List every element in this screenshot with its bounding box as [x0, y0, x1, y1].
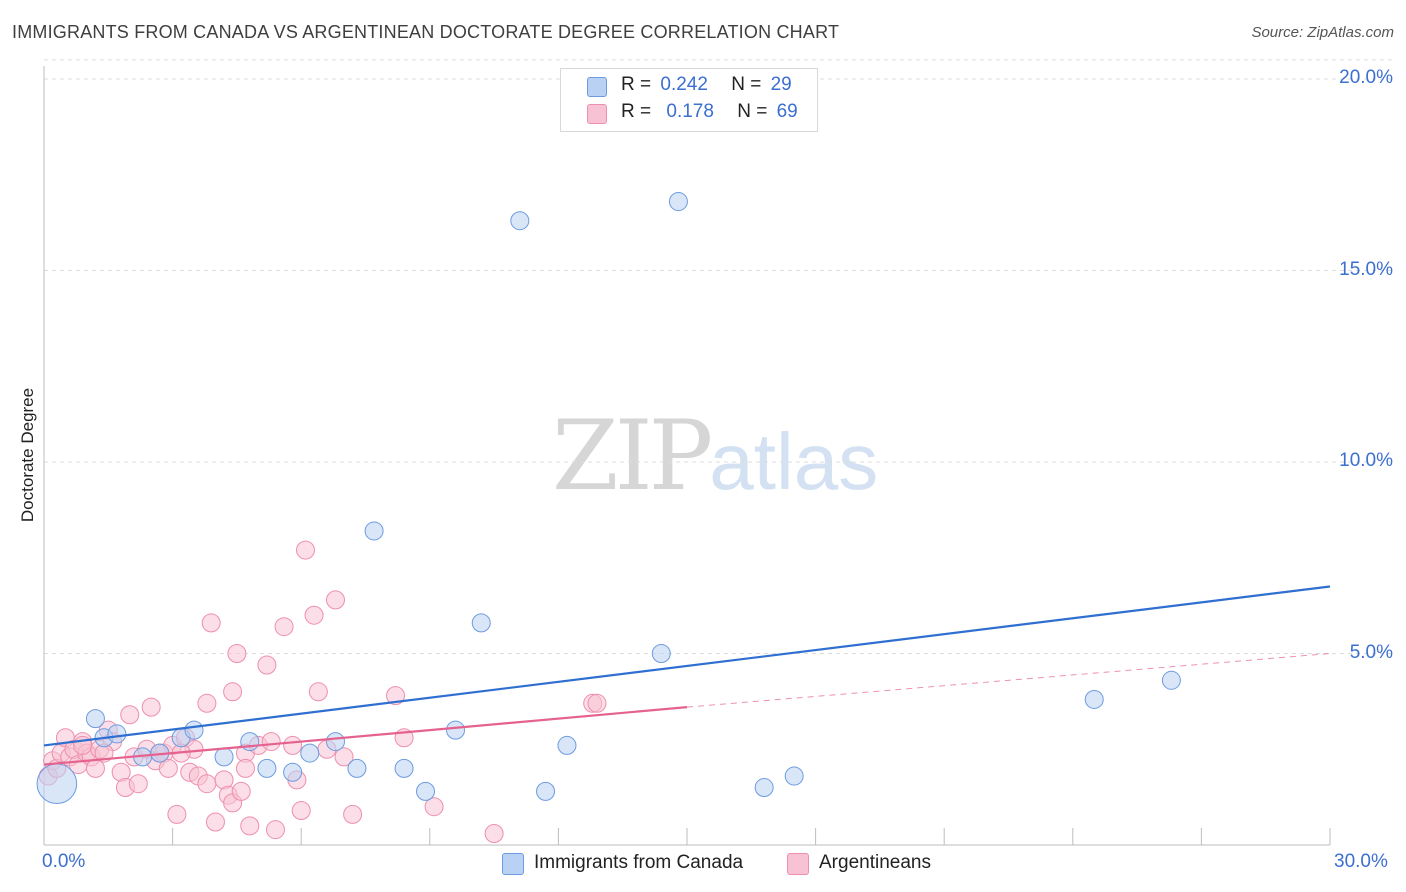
canada-point — [784, 766, 804, 786]
canada-point — [257, 758, 277, 778]
canada-point — [300, 743, 320, 763]
argentineans-point — [484, 824, 504, 844]
trend-line-argentineans — [43, 706, 688, 766]
r-value-canada: 0.242 — [660, 74, 708, 95]
argentineans-point — [231, 781, 251, 801]
argentineans-point — [334, 747, 354, 767]
argentineans-point — [257, 655, 277, 675]
argentineans-point — [304, 605, 324, 625]
canada-point — [416, 781, 436, 801]
y-tick-label: 20.0% — [1339, 67, 1393, 88]
argentineans-point — [386, 686, 406, 706]
correlation-legend: R = 0.242 N = 29 R = 0.178 N = 69 — [560, 68, 818, 132]
series-legend: Immigrants from Canada Argentineans — [0, 850, 1406, 880]
legend-swatch-canada — [502, 853, 524, 875]
n-label: N = — [737, 101, 768, 122]
canada-point — [510, 211, 530, 231]
argentineans-point — [424, 797, 444, 817]
canada-point — [651, 644, 671, 663]
argentineans-point — [227, 644, 247, 663]
argentineans-point — [141, 697, 161, 717]
legend-swatch-canada — [587, 77, 607, 97]
argentineans-point — [343, 804, 363, 824]
canada-point — [325, 732, 345, 752]
grid-layer — [44, 59, 1392, 654]
canada-point — [214, 747, 234, 767]
argentineans-point — [240, 816, 260, 836]
legend-label-argentineans: Argentineans — [819, 852, 931, 873]
r-value-argentineans: 0.178 — [666, 101, 714, 122]
argentineans-point — [128, 774, 148, 794]
canada-point — [471, 613, 491, 633]
legend-swatch-argentineans — [587, 104, 607, 124]
legend-swatch-argentineans — [787, 853, 809, 875]
argentineans-point — [205, 812, 225, 832]
canada-point — [536, 781, 556, 801]
argentineans-point — [587, 693, 607, 713]
argentineans-point — [197, 693, 217, 713]
canada-point — [364, 521, 384, 541]
trend-line-argentineans-extension — [686, 653, 1331, 708]
x-tick-label-min: 0.0% — [42, 851, 86, 872]
canada-point — [754, 778, 774, 798]
canada-point — [1084, 689, 1104, 709]
y-tick-label: 10.0% — [1339, 450, 1393, 471]
canada-point — [283, 762, 303, 782]
argentineans-point — [274, 617, 294, 637]
n-label: N = — [731, 74, 762, 95]
canada-point — [107, 724, 127, 744]
argentineans-point — [158, 758, 178, 778]
argentineans-point — [283, 735, 303, 755]
argentineans-points — [38, 540, 607, 844]
chart-title: IMMIGRANTS FROM CANADA VS ARGENTINEAN DO… — [12, 22, 840, 42]
trend-line-canada — [43, 585, 1331, 747]
argentineans-point — [235, 758, 255, 778]
n-value-argentineans: 69 — [776, 101, 798, 122]
argentineans-point — [295, 540, 315, 560]
r-label: R = — [621, 101, 652, 122]
canada-point — [446, 720, 466, 740]
argentineans-point — [291, 801, 311, 821]
axis-layer — [43, 66, 1331, 846]
canada-point — [1161, 670, 1181, 690]
y-tick-label: 15.0% — [1339, 258, 1393, 280]
argentineans-point — [325, 590, 345, 610]
canada-point — [240, 732, 260, 752]
argentineans-point — [261, 732, 281, 752]
r-label: R = — [621, 74, 652, 95]
n-value-canada: 29 — [770, 74, 792, 95]
canada-point — [347, 758, 367, 778]
argentineans-point — [120, 705, 140, 725]
x-tick-label-max: 30.0% — [1334, 851, 1388, 872]
source-credit: Source: ZipAtlas.com — [1251, 24, 1394, 41]
canada-points — [36, 192, 1181, 805]
trend-lines — [43, 585, 1331, 766]
canada-point — [668, 192, 688, 212]
argentineans-point — [308, 682, 328, 702]
argentineans-point — [167, 804, 187, 824]
argentineans-point — [223, 682, 243, 702]
canada-point — [394, 758, 414, 778]
canada-point — [36, 763, 78, 805]
canada-point — [184, 720, 204, 740]
argentineans-point — [265, 820, 285, 840]
canada-point — [557, 735, 577, 755]
canada-point — [85, 709, 105, 729]
argentineans-point — [201, 613, 221, 633]
legend-label-canada: Immigrants from Canada — [534, 852, 744, 873]
argentineans-point — [197, 774, 217, 794]
y-tick-label: 5.0% — [1349, 641, 1393, 663]
